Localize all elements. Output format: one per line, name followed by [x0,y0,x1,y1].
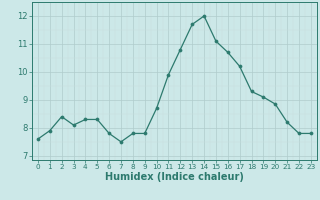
X-axis label: Humidex (Indice chaleur): Humidex (Indice chaleur) [105,172,244,182]
